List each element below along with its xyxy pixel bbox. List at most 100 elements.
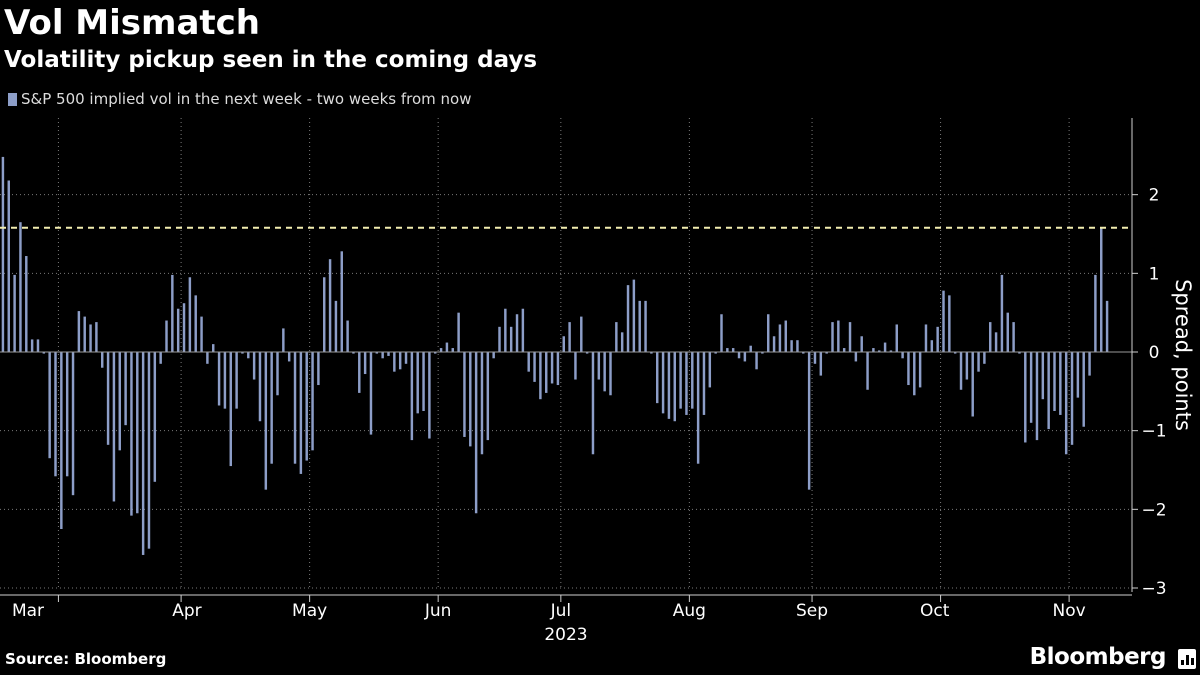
bar [650, 352, 653, 354]
x-tick-label: Jun [424, 601, 452, 621]
bar [276, 352, 279, 396]
bar [854, 352, 858, 362]
bar [533, 352, 536, 382]
x-tick-label: Jul [550, 601, 572, 621]
bar [1018, 352, 1021, 354]
bar [287, 352, 291, 362]
bar [165, 320, 168, 352]
bar [872, 348, 875, 352]
bar [802, 352, 805, 354]
bar [323, 277, 326, 352]
bar [1082, 352, 1085, 427]
bar [1100, 227, 1103, 352]
x-tick-label: Oct [920, 601, 950, 621]
bar [206, 352, 209, 364]
bar [136, 352, 139, 514]
bar [930, 340, 934, 352]
bar [1024, 352, 1027, 443]
bar [340, 251, 343, 352]
bar [171, 274, 174, 352]
bar [749, 345, 752, 352]
bar [580, 316, 583, 352]
bar [527, 352, 530, 372]
bar [772, 336, 776, 352]
y-tick-label: −1 [1141, 422, 1166, 442]
y-axis-label: Spread, points [1171, 279, 1195, 431]
bar [574, 352, 577, 380]
bar [755, 352, 758, 370]
chart-title: Vol Mismatch [4, 3, 261, 43]
bar [1000, 274, 1004, 352]
bar [387, 352, 390, 356]
bar [223, 352, 227, 409]
bar [147, 352, 151, 549]
bloomberg-logo: Bloomberg [1029, 644, 1167, 670]
bar [42, 352, 46, 354]
bar [258, 352, 262, 422]
bar [953, 352, 957, 354]
bar [270, 352, 273, 464]
bar [901, 352, 904, 359]
bar [71, 352, 75, 496]
bar [831, 322, 834, 352]
bar [124, 352, 127, 426]
bar [363, 352, 367, 375]
bar [784, 320, 787, 352]
bar [358, 352, 361, 393]
bar [539, 352, 542, 400]
bar [1006, 312, 1009, 352]
bar [889, 350, 893, 352]
bar [837, 320, 840, 352]
bar [101, 352, 104, 368]
bar [819, 352, 823, 376]
bar [585, 352, 589, 354]
bar [48, 352, 51, 459]
bar [568, 322, 571, 352]
bar [1012, 322, 1015, 352]
bar [434, 352, 437, 354]
bar [311, 352, 314, 451]
bar [685, 352, 688, 415]
bar [469, 352, 472, 447]
bar [398, 352, 402, 370]
bar [983, 352, 986, 364]
bar [609, 352, 612, 396]
y-tick-label: 0 [1149, 343, 1160, 363]
bar [778, 324, 782, 352]
bar [913, 352, 916, 396]
bar [644, 300, 647, 352]
bar [200, 316, 203, 352]
bar [860, 336, 863, 352]
bar [679, 352, 682, 409]
bar [1070, 352, 1074, 445]
bar [638, 300, 641, 352]
bar [439, 348, 443, 352]
bar [194, 295, 197, 352]
bar [83, 316, 86, 352]
bar [422, 352, 425, 411]
bar [36, 339, 40, 352]
bar [691, 352, 694, 409]
x-tick-label: Aug [673, 601, 706, 621]
bar [603, 352, 606, 392]
bar [895, 324, 898, 352]
bar [1059, 352, 1062, 415]
axis-layer: 2 1 0 −1 −2 −3 Mar Apr May Jun Jul Aug Sep Oct Nov [0, 118, 1167, 621]
bar [825, 352, 828, 354]
bar [545, 352, 548, 393]
bar [702, 352, 706, 415]
bar [924, 324, 928, 352]
bar [60, 352, 63, 529]
bar [720, 314, 723, 352]
bar [667, 352, 671, 419]
y-tick-label: 1 [1149, 264, 1160, 284]
bar [334, 300, 338, 352]
bar [328, 259, 332, 352]
bar [521, 308, 525, 352]
bar [480, 352, 484, 455]
source-note: Source: Bloomberg [5, 650, 167, 668]
bar [708, 352, 712, 388]
bar [591, 352, 595, 455]
bar [796, 340, 799, 352]
bar [504, 308, 507, 352]
